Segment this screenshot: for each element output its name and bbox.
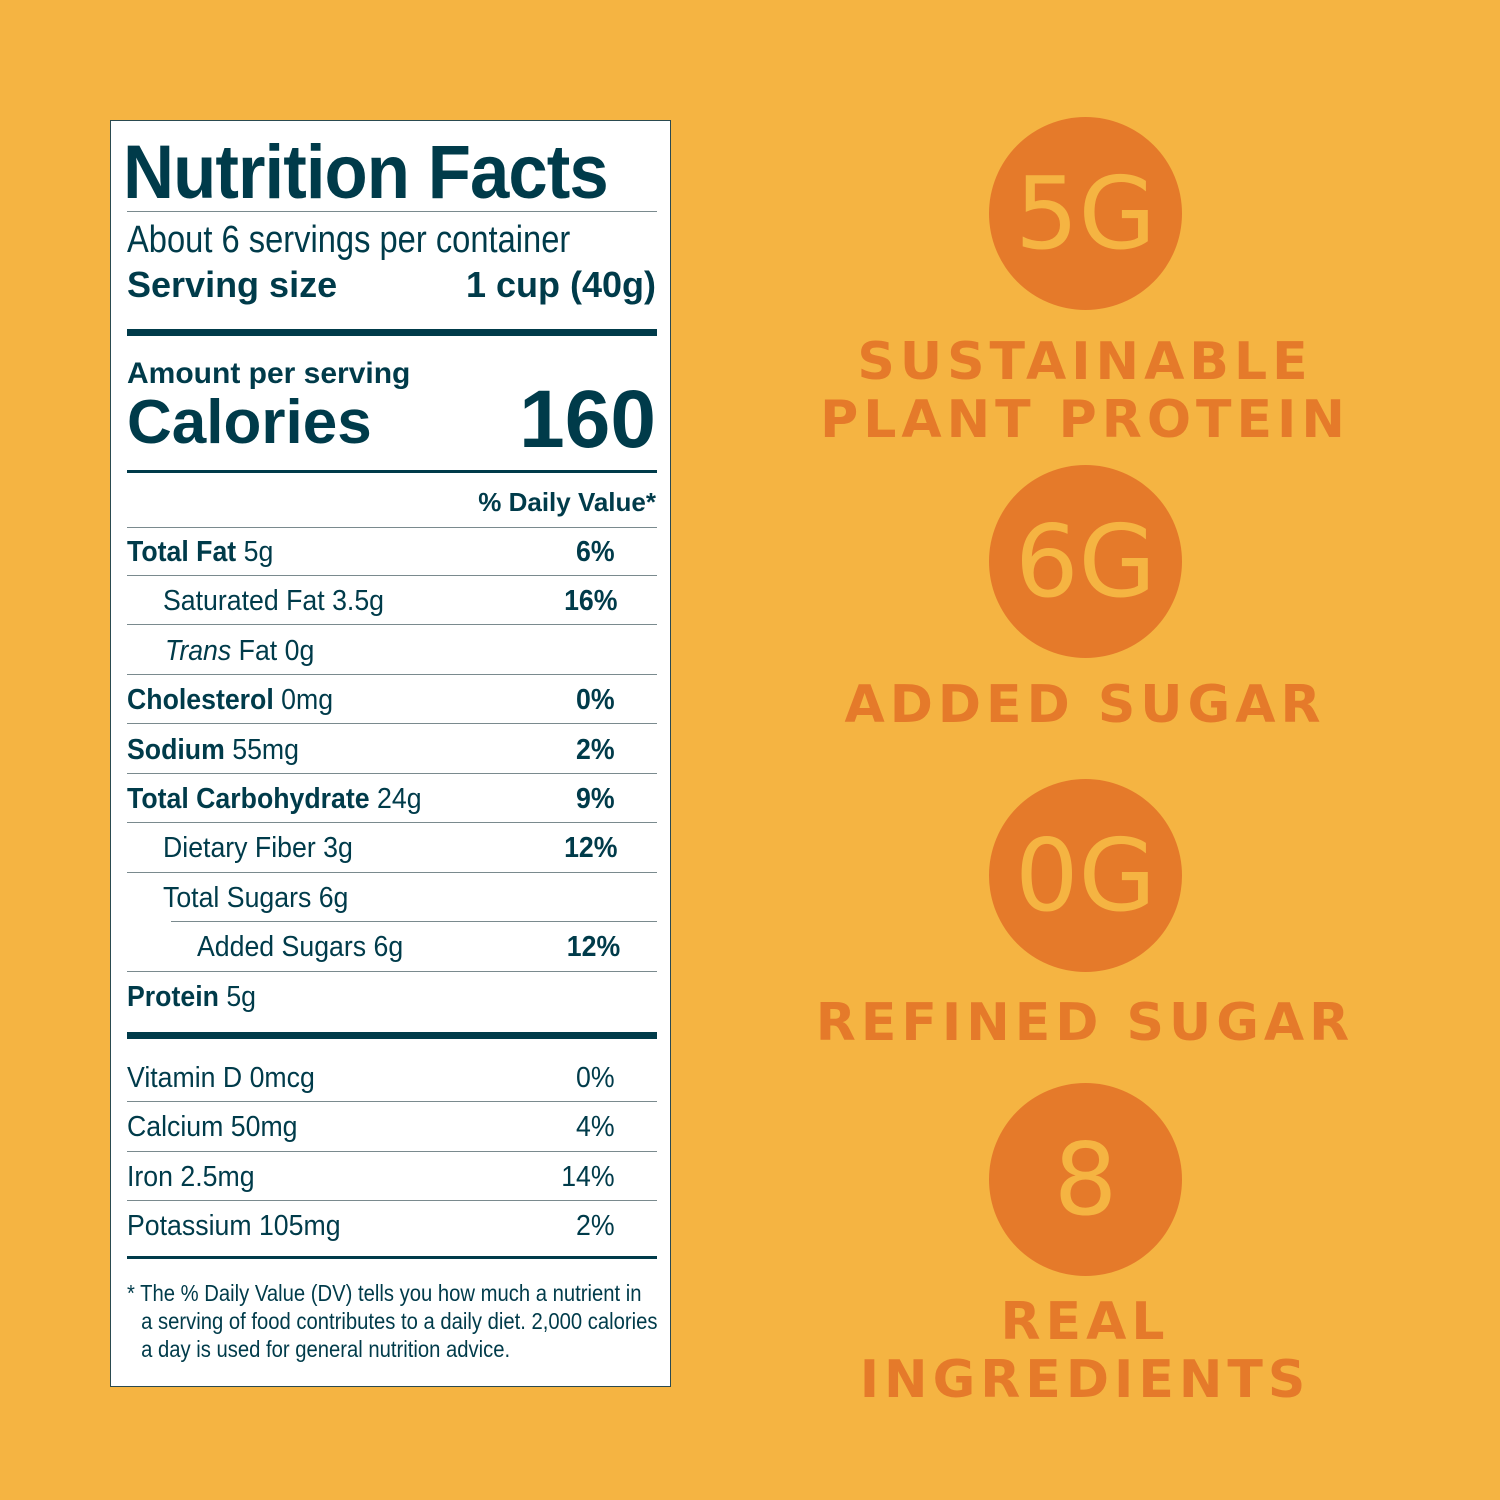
added-sugar-claim: ADDED SUGAR	[844, 675, 1326, 735]
nutrient-row: Sodium 55mg 2%	[127, 734, 615, 766]
footnote: * The % Daily Value (DV) tells you how m…	[127, 1280, 658, 1362]
protein-claim: SUSTAINABLE PLANT PROTEIN	[820, 332, 1350, 450]
serving-size-value: 1 cup (40g)	[465, 264, 656, 305]
nutrient-row: Saturated Fat 3.5g 16%	[163, 585, 618, 617]
thick-divider	[127, 329, 657, 336]
divider	[127, 470, 657, 473]
calories-value: 160	[519, 374, 656, 465]
added-sugar-badge: 6G	[989, 465, 1182, 658]
nutrient-row: Total Carbohydrate 24g 9%	[127, 783, 615, 815]
label-title: Nutrition Facts	[123, 130, 609, 215]
nutrient-row: Dietary Fiber 3g 12%	[163, 832, 618, 864]
ingredients-claim: REAL INGREDIENTS	[859, 1292, 1311, 1410]
nutrient-row: Total Fat 5g 6%	[127, 536, 615, 568]
nutrition-facts-label: Nutrition Facts About 6 servings per con…	[110, 120, 671, 1387]
daily-value-header: % Daily Value*	[478, 487, 656, 517]
protein-badge: 5G	[989, 117, 1182, 310]
vitamin-row: Potassium 105mg 2%	[127, 1210, 615, 1242]
serving-size-label: Serving size	[127, 264, 338, 305]
refined-sugar-claim: REFINED SUGAR	[815, 993, 1355, 1053]
nutrient-row: Total Sugars 6g	[163, 882, 349, 914]
nutrient-row: Cholesterol 0mg 0%	[127, 684, 615, 716]
nutrient-row: Protein 5g	[127, 981, 257, 1013]
vitamin-row: Vitamin D 0mcg 0%	[127, 1062, 615, 1094]
nutrient-row: Trans Fat 0g	[165, 635, 315, 667]
ingredients-badge: 8	[989, 1083, 1182, 1276]
servings-per-container: About 6 servings per container	[127, 219, 571, 261]
refined-sugar-badge: 0G	[989, 779, 1182, 972]
divider	[127, 211, 657, 212]
amount-per-serving: Amount per serving	[127, 357, 411, 390]
vitamin-row: Iron 2.5mg 14%	[127, 1161, 615, 1193]
nutrient-row: Added Sugars 6g 12%	[197, 931, 621, 963]
vitamin-row: Calcium 50mg 4%	[127, 1111, 615, 1143]
calories-label: Calories	[127, 388, 372, 457]
